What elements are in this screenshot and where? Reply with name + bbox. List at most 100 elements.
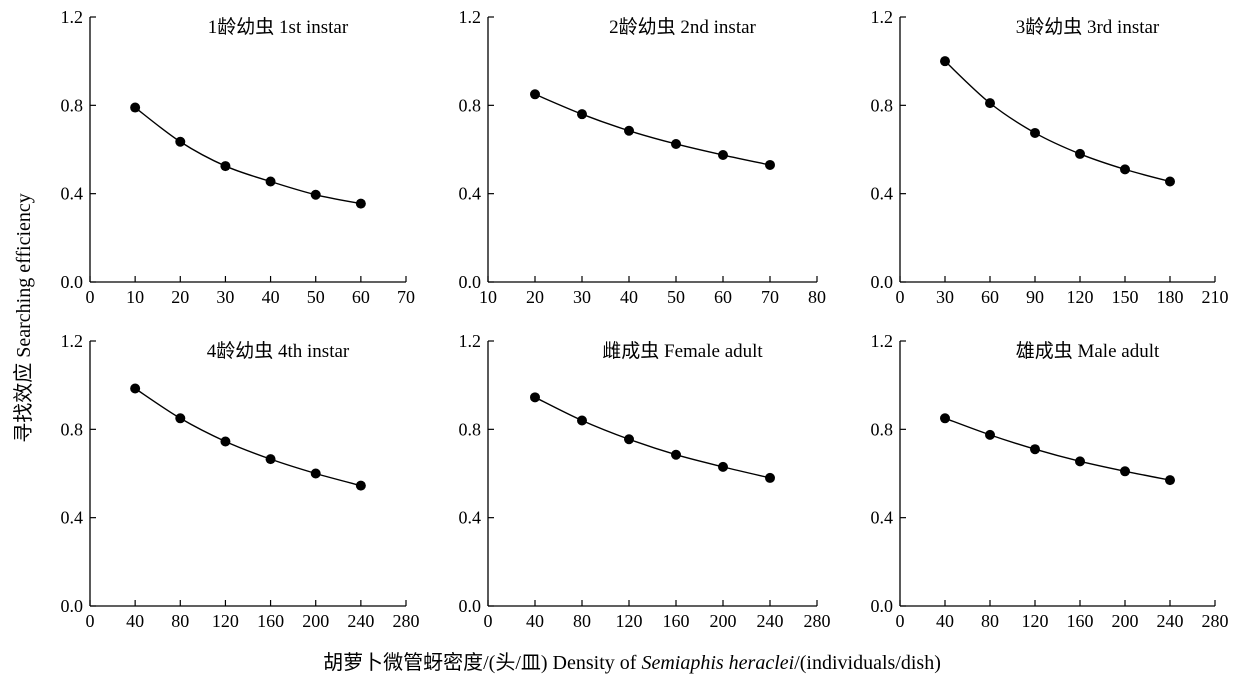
panel-1-y-tick-label-0: 0.0: [61, 272, 84, 292]
panel-5-fit-curve: [534, 396, 771, 479]
panel-6-x-tick-label-2: 80: [981, 611, 999, 631]
panel-3-x-tick-label-5: 150: [1112, 287, 1139, 307]
panel-6-x-tick-label-1: 40: [936, 611, 954, 631]
panel-5: 0 40 80 120 160 200 240 280 0.0 0.4 0.8 1.2 雌成虫 Fema…: [459, 331, 831, 631]
panel-1-point-3: [265, 176, 276, 187]
panel-2-x-tick-label-4: 50: [667, 287, 685, 307]
panel-4-x-tick-label-0: 0: [86, 611, 95, 631]
panel-4-x-tick-label-5: 200: [302, 611, 329, 631]
panel-2-x-tick-label-2: 30: [573, 287, 591, 307]
panel-4-y-tick-label-1: 0.4: [61, 508, 84, 528]
panel-3-x-tick-label-6: 180: [1157, 287, 1184, 307]
panel-4-x-tick-label-7: 280: [393, 611, 420, 631]
panel-3-x-tick-label-3: 90: [1026, 287, 1044, 307]
panel-1-point-1: [175, 136, 186, 147]
panel-5-point-5: [765, 472, 775, 483]
x-axis-label-species: Semiaphis heraclei: [641, 652, 794, 674]
panel-2-point-1: [577, 109, 587, 120]
panel-2-point-0: [530, 89, 540, 100]
panel-1-y-tick-label-1: 0.4: [61, 184, 84, 204]
panel-5-x-tick-label-5: 200: [710, 611, 737, 631]
panel-6-point-5: [1165, 475, 1175, 486]
panel-5-y-tick-label-3: 1.2: [459, 331, 482, 351]
panel-5-x-tick-label-1: 40: [526, 611, 544, 631]
panel-4-point-0: [130, 383, 141, 394]
panel-4-y-tick-label-3: 1.2: [61, 331, 84, 351]
panel-5-title: 雌成虫 Female adult: [602, 340, 763, 362]
panel-1-fit-curve: [134, 106, 361, 205]
panel-3-point-3: [1075, 148, 1085, 159]
panel-2-y-tick-label-1: 0.4: [459, 184, 482, 204]
panel-4-y-tick-label-0: 0.0: [61, 596, 84, 616]
panel-2-x-tick-label-1: 20: [526, 287, 544, 307]
panel-2-point-4: [718, 150, 728, 161]
panel-2-x-tick-label-0: 10: [479, 287, 497, 307]
panel-1-point-4: [310, 189, 321, 200]
panel-5-x-tick-label-7: 280: [804, 611, 831, 631]
panel-6-x-tick-label-4: 160: [1067, 611, 1094, 631]
panel-6-y-tick-label-0: 0.0: [871, 596, 894, 616]
x-axis-label-prefix: 胡萝卜微管蚜密度/(头/皿) Density of: [323, 651, 641, 674]
panel-6-fit-curve: [944, 417, 1171, 481]
panel-3-y-tick-label-1: 0.4: [871, 184, 894, 204]
panel-1-x-tick-label-1: 10: [126, 287, 144, 307]
panel-4-x-tick-label-1: 40: [126, 611, 144, 631]
panel-5-x-tick-label-6: 240: [757, 611, 784, 631]
panel-4-x-tick-label-2: 80: [171, 611, 189, 631]
panel-4-title: 4龄幼虫 4th instar: [207, 340, 350, 362]
panel-4-point-5: [355, 480, 366, 491]
panel-2-fit-curve: [534, 93, 771, 166]
panel-2-title: 2龄幼虫 2nd instar: [609, 16, 756, 38]
panel-5-x-tick-label-0: 0: [484, 611, 493, 631]
panel-4-x-tick-label-6: 240: [347, 611, 374, 631]
panel-5-y-tick-label-0: 0.0: [459, 596, 482, 616]
panel-3-y-tick-label-2: 0.8: [871, 95, 894, 115]
panel-2-x-tick-label-3: 40: [620, 287, 638, 307]
panel-5-point-0: [530, 392, 540, 403]
panel-6-title: 雄成虫 Male adult: [1016, 340, 1160, 362]
panel-4-x-tick-label-4: 160: [257, 611, 284, 631]
panel-5-y-tick-label-2: 0.8: [459, 419, 482, 439]
panel-5-x-tick-label-4: 160: [663, 611, 690, 631]
panel-2-point-5: [765, 159, 775, 170]
panel-2-x-tick-label-5: 60: [714, 287, 732, 307]
panel-5-point-3: [671, 449, 681, 460]
panel-1-x-tick-label-0: 0: [86, 287, 95, 307]
panel-4: 0 40 80 120 160 200 240 280 0.0 0.4 0.8 1.2 4龄幼虫 4th…: [61, 331, 420, 631]
panel-4-y-tick-label-2: 0.8: [61, 419, 84, 439]
panel-1-x-tick-label-4: 40: [262, 287, 280, 307]
panel-4-point-1: [175, 413, 186, 424]
panel-2-y-tick-label-2: 0.8: [459, 95, 482, 115]
panel-1-y-tick-label-3: 1.2: [61, 7, 84, 27]
panel-1-y-tick-label-2: 0.8: [61, 95, 84, 115]
panel-6-point-0: [940, 413, 950, 424]
panel-2-x-tick-label-6: 70: [761, 287, 779, 307]
panel-3-point-0: [940, 56, 950, 67]
panel-1-title: 1龄幼虫 1st instar: [208, 16, 349, 38]
panel-1: 0 10 20 30 40 50 60 70 0.0 0.4 0.8 1.2 1龄幼虫 1st inst…: [61, 7, 416, 307]
panel-3-x-tick-label-7: 210: [1202, 287, 1229, 307]
panel-2-y-tick-label-3: 1.2: [459, 7, 482, 27]
panel-6-point-2: [1030, 444, 1040, 455]
panel-1-point-5: [355, 198, 366, 209]
panel-2-point-2: [624, 125, 634, 136]
panel-3-x-tick-label-0: 0: [896, 287, 905, 307]
x-axis-label-suffix: /(individuals/dish): [794, 652, 941, 674]
panel-2-x-tick-label-7: 80: [808, 287, 826, 307]
panel-5-y-tick-label-1: 0.4: [459, 508, 482, 528]
panel-4-fit-curve: [134, 387, 362, 487]
panel-3-y-tick-label-0: 0.0: [871, 272, 894, 292]
panel-4-point-2: [220, 436, 231, 447]
panel-1-x-tick-label-2: 20: [171, 287, 189, 307]
panel-2: 10 20 30 40 50 60 70 80 0.0 0.4 0.8 1.2 2龄幼虫 2nd ins…: [459, 7, 827, 307]
panel-6-point-4: [1120, 466, 1130, 477]
panel-6-x-tick-label-3: 120: [1022, 611, 1049, 631]
panel-6-y-tick-label-2: 0.8: [871, 419, 894, 439]
panel-3-point-4: [1120, 164, 1130, 175]
panel-6-point-3: [1075, 456, 1085, 467]
panel-4-x-tick-label-3: 120: [212, 611, 239, 631]
panel-1-point-0: [130, 102, 141, 113]
panel-3-x-tick-label-2: 60: [981, 287, 999, 307]
panel-2-point-3: [671, 138, 681, 149]
